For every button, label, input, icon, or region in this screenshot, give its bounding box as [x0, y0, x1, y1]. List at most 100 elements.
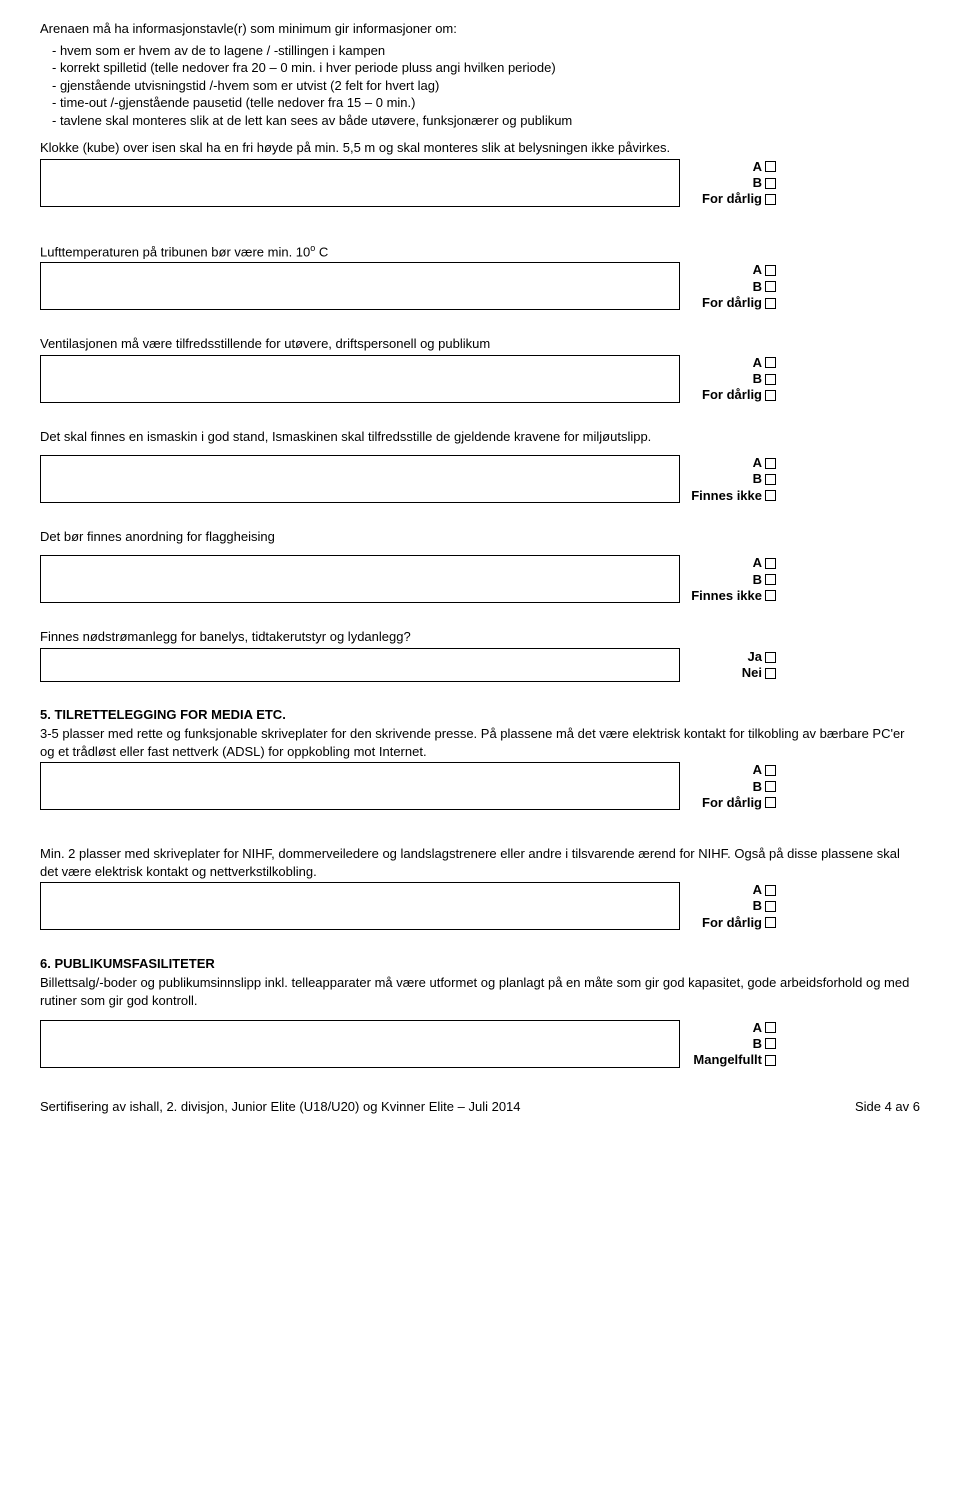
text-input[interactable] [40, 262, 680, 310]
bullet-item: - gjenstående utvisningstid /-hvem som e… [52, 77, 920, 95]
option-mangelfullt-label: Mangelfullt [693, 1052, 762, 1068]
options-group: A B For dårlig [686, 762, 776, 811]
checkbox-b[interactable] [765, 781, 776, 792]
section5: 5. TILRETTELEGGING FOR MEDIA ETC. 3-5 pl… [40, 706, 920, 811]
s5b-text: Min. 2 plasser med skriveplater for NIHF… [40, 845, 920, 880]
option-b-label: B [753, 1036, 762, 1052]
checkbox-mangelfullt[interactable] [765, 1055, 776, 1066]
q2-post: C [315, 244, 328, 259]
options-group: A B Finnes ikke [686, 555, 776, 604]
checkbox-fordarlig[interactable] [765, 917, 776, 928]
text-input[interactable] [40, 555, 680, 603]
section6: 6. PUBLIKUMSFASILITETER Billettsalg/-bod… [40, 955, 920, 1068]
q6-text: Finnes nødstrømanlegg for banelys, tidta… [40, 628, 920, 646]
bullet-item: - korrekt spilletid (telle nedover fra 2… [52, 59, 920, 77]
q3-text: Ventilasjonen må være tilfredsstillende … [40, 335, 920, 353]
checkbox-a[interactable] [765, 357, 776, 368]
intro-bullets: - hvem som er hvem av de to lagene / -st… [40, 42, 920, 130]
option-fordarlig-label: For dårlig [702, 191, 762, 207]
q3-section: Ventilasjonen må være tilfredsstillende … [40, 335, 920, 403]
option-b-label: B [753, 175, 762, 191]
text-input[interactable] [40, 1020, 680, 1068]
checkbox-fordarlig[interactable] [765, 797, 776, 808]
checkbox-b[interactable] [765, 374, 776, 385]
section6-text: Billettsalg/-boder og publikumsinnslipp … [40, 974, 920, 1009]
option-fordarlig-label: For dårlig [702, 795, 762, 811]
option-a-label: A [753, 262, 762, 278]
q5-section: Det bør finnes anordning for flaggheisin… [40, 528, 920, 604]
input-row-q5: A B Finnes ikke [40, 555, 920, 604]
option-b-label: B [753, 898, 762, 914]
option-a-label: A [753, 455, 762, 471]
option-a-label: A [753, 882, 762, 898]
checkbox-fordarlig[interactable] [765, 194, 776, 205]
checkbox-b[interactable] [765, 178, 776, 189]
checkbox-nei[interactable] [765, 668, 776, 679]
intro-section: Arenaen må ha informasjonstavle(r) som m… [40, 20, 920, 208]
input-row-q4: A B Finnes ikke [40, 455, 920, 504]
checkbox-a[interactable] [765, 765, 776, 776]
option-b-label: B [753, 471, 762, 487]
checkbox-a[interactable] [765, 161, 776, 172]
bullet-item: - tavlene skal monteres slik at de lett … [52, 112, 920, 130]
option-ja-label: Ja [748, 649, 762, 665]
section6-heading: 6. PUBLIKUMSFASILITETER [40, 955, 920, 973]
input-row-q2: A B For dårlig [40, 262, 920, 311]
input-row-q3: A B For dårlig [40, 355, 920, 404]
text-input[interactable] [40, 882, 680, 930]
q5-text: Det bør finnes anordning for flaggheisin… [40, 528, 920, 546]
text-input[interactable] [40, 648, 680, 682]
footer-left: Sertifisering av ishall, 2. divisjon, Ju… [40, 1098, 521, 1116]
input-row-klokke: A B For dårlig [40, 159, 920, 208]
footer-right: Side 4 av 6 [855, 1098, 920, 1116]
option-a-label: A [753, 555, 762, 571]
input-row-q6: Ja Nei [40, 648, 920, 682]
checkbox-b[interactable] [765, 1038, 776, 1049]
option-fordarlig-label: For dårlig [702, 915, 762, 931]
checkbox-a[interactable] [765, 558, 776, 569]
option-b-label: B [753, 371, 762, 387]
q4-section: Det skal finnes en ismaskin i god stand,… [40, 428, 920, 504]
input-row-s5: A B For dårlig [40, 762, 920, 811]
option-a-label: A [753, 762, 762, 778]
option-fordarlig-label: For dårlig [702, 295, 762, 311]
klokke-text: Klokke (kube) over isen skal ha en fri h… [40, 139, 920, 157]
checkbox-finnesikke[interactable] [765, 590, 776, 601]
option-fordarlig-label: For dårlig [702, 387, 762, 403]
checkbox-finnesikke[interactable] [765, 490, 776, 501]
checkbox-a[interactable] [765, 458, 776, 469]
checkbox-fordarlig[interactable] [765, 298, 776, 309]
checkbox-a[interactable] [765, 1022, 776, 1033]
section5-heading: 5. TILRETTELEGGING FOR MEDIA ETC. [40, 706, 920, 724]
q6-section: Finnes nødstrømanlegg for banelys, tidta… [40, 628, 920, 682]
options-group: A B For dårlig [686, 355, 776, 404]
option-b-label: B [753, 279, 762, 295]
options-group: A B Finnes ikke [686, 455, 776, 504]
text-input[interactable] [40, 159, 680, 207]
input-row-s5b: A B For dårlig [40, 882, 920, 931]
checkbox-b[interactable] [765, 574, 776, 585]
option-a-label: A [753, 1020, 762, 1036]
checkbox-fordarlig[interactable] [765, 390, 776, 401]
q2-text: Lufttemperaturen på tribunen bør være mi… [40, 242, 920, 261]
q4-text: Det skal finnes en ismaskin i god stand,… [40, 428, 920, 446]
checkbox-a[interactable] [765, 885, 776, 896]
q2-pre: Lufttemperaturen på tribunen bør være mi… [40, 244, 310, 259]
input-row-s6: A B Mangelfullt [40, 1020, 920, 1069]
text-input[interactable] [40, 355, 680, 403]
options-group: A B For dårlig [686, 262, 776, 311]
options-group: A B Mangelfullt [686, 1020, 776, 1069]
page-footer: Sertifisering av ishall, 2. divisjon, Ju… [40, 1098, 920, 1116]
option-b-label: B [753, 572, 762, 588]
section5b: Min. 2 plasser med skriveplater for NIHF… [40, 845, 920, 931]
text-input[interactable] [40, 762, 680, 810]
checkbox-a[interactable] [765, 265, 776, 276]
checkbox-b[interactable] [765, 281, 776, 292]
checkbox-b[interactable] [765, 901, 776, 912]
option-a-label: A [753, 355, 762, 371]
checkbox-b[interactable] [765, 474, 776, 485]
checkbox-ja[interactable] [765, 652, 776, 663]
options-group: Ja Nei [686, 648, 776, 682]
bullet-item: - time-out /-gjenstående pausetid (telle… [52, 94, 920, 112]
text-input[interactable] [40, 455, 680, 503]
